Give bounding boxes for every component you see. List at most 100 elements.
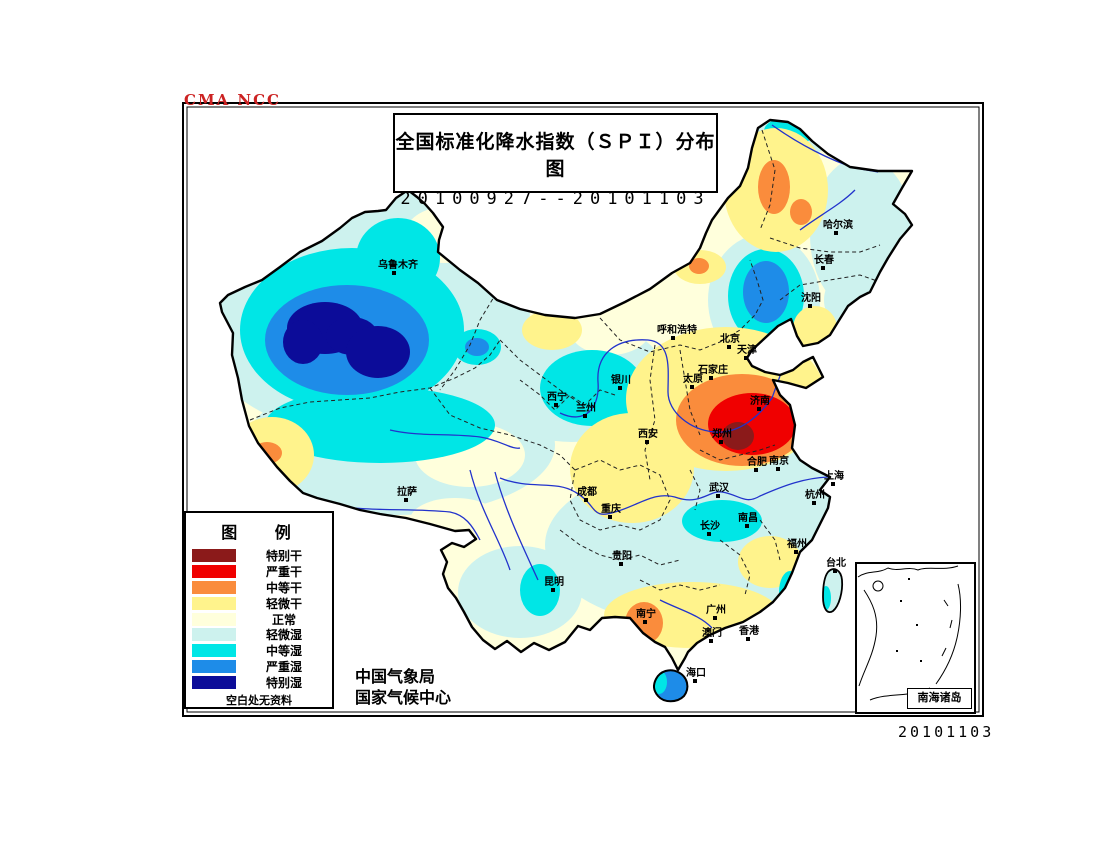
city-marker <box>643 620 647 624</box>
city-label-长沙: 长沙 <box>700 522 720 536</box>
city-label-石家庄: 石家庄 <box>698 366 728 380</box>
city-label-合肥: 合肥 <box>747 458 767 472</box>
legend-item: 特别湿 <box>186 674 332 690</box>
taiwan-island <box>822 568 844 613</box>
city-marker <box>584 498 588 502</box>
legend-swatch <box>192 596 236 610</box>
map-date-range: 20100927--20101103 <box>400 189 711 209</box>
city-marker <box>392 271 396 275</box>
legend-item: 轻微干 <box>186 595 332 611</box>
city-marker <box>808 304 812 308</box>
city-label-杭州: 杭州 <box>805 491 825 505</box>
map-title: 全国标准化降水指数（ＳＰＩ）分布图 <box>395 131 716 180</box>
city-label-上海: 上海 <box>824 472 844 486</box>
city-marker <box>831 482 835 486</box>
footer-date: 20101103 <box>898 723 995 741</box>
city-label-重庆: 重庆 <box>601 505 621 519</box>
legend-label: 严重湿 <box>265 659 302 674</box>
legend-label: 特别湿 <box>265 675 302 690</box>
map-frame <box>182 102 984 717</box>
legend-swatch <box>192 628 236 642</box>
legend-title: 图 例 <box>221 523 307 542</box>
city-label-兰州: 兰州 <box>576 404 596 418</box>
legend-swatch <box>192 612 236 626</box>
credits: 中国气象局 国家气候中心 <box>355 666 451 708</box>
city-label-乌鲁木齐: 乌鲁木齐 <box>378 261 418 275</box>
legend: 图 例 特别干 严重干 中等干 轻微干 正常 轻微湿 中等湿 严重湿 特别湿 空白处无资料 <box>184 511 334 709</box>
city-marker <box>754 468 758 472</box>
legend-item: 轻微湿 <box>186 627 332 643</box>
city-label-郑州: 郑州 <box>712 430 732 444</box>
legend-rows: 特别干 严重干 中等干 轻微干 正常 轻微湿 中等湿 严重湿 特别湿 <box>186 548 332 690</box>
legend-no-data-note: 空白处无资料 <box>226 694 292 708</box>
city-marker <box>821 266 825 270</box>
legend-swatch <box>192 675 236 689</box>
city-label-西宁: 西宁 <box>547 393 567 407</box>
city-label-西安: 西安 <box>638 430 658 444</box>
city-marker <box>833 231 838 235</box>
city-label-香港: 香港 <box>739 627 759 641</box>
rivers <box>329 124 879 629</box>
city-marker <box>554 403 558 407</box>
legend-label: 轻微干 <box>265 596 302 611</box>
city-marker <box>645 440 649 444</box>
city-marker <box>833 569 837 573</box>
legend-label: 中等干 <box>265 581 302 595</box>
city-label-成都: 成都 <box>577 488 597 502</box>
city-label-拉萨: 拉萨 <box>397 488 417 502</box>
legend-label: 特别干 <box>265 549 302 564</box>
city-label-昆明: 昆明 <box>544 578 564 592</box>
city-label-台北: 台北 <box>826 559 846 573</box>
city-marker <box>708 376 713 380</box>
city-label-澳门: 澳门 <box>702 629 722 643</box>
city-label-天津: 天津 <box>737 346 757 360</box>
city-marker <box>812 501 816 505</box>
city-label-武汉: 武汉 <box>709 484 729 498</box>
city-label-济南: 济南 <box>750 397 770 411</box>
city-label-呼和浩特: 呼和浩特 <box>657 326 697 340</box>
city-label-沈阳: 沈阳 <box>801 294 821 308</box>
legend-item: 严重湿 <box>186 659 332 675</box>
city-label-银川: 银川 <box>611 376 631 390</box>
city-marker <box>727 345 731 349</box>
city-marker <box>757 407 761 411</box>
legend-swatch <box>192 644 236 658</box>
city-marker <box>746 637 750 641</box>
legend-label: 轻微湿 <box>265 628 302 643</box>
city-marker <box>619 562 623 566</box>
city-label-贵阳: 贵阳 <box>612 552 632 566</box>
credit-line-1: 中国气象局 <box>355 667 436 686</box>
legend-swatch <box>192 659 236 673</box>
inset-label: 南海诸岛 <box>907 688 972 709</box>
city-label-北京: 北京 <box>720 335 740 349</box>
legend-label: 中等湿 <box>265 644 302 659</box>
city-marker <box>709 639 713 643</box>
city-marker <box>745 524 749 528</box>
city-marker <box>583 414 587 418</box>
city-marker <box>693 679 697 683</box>
legend-item: 中等湿 <box>186 643 332 659</box>
legend-swatch <box>192 580 236 594</box>
city-label-南昌: 南昌 <box>738 514 758 528</box>
legend-label: 严重干 <box>265 565 302 580</box>
agency-watermark: CMA NCC <box>184 91 281 109</box>
city-marker <box>690 385 694 389</box>
city-marker <box>719 440 723 444</box>
legend-item: 特别干 <box>186 548 332 564</box>
city-label-哈尔滨: 哈尔滨 <box>823 221 853 235</box>
legend-item: 正常 <box>186 611 332 627</box>
legend-label: 正常 <box>271 612 296 627</box>
legend-item: 中等干 <box>186 580 332 596</box>
city-marker <box>618 386 622 390</box>
city-marker <box>716 494 720 498</box>
city-marker <box>608 515 612 519</box>
city-marker <box>776 467 780 471</box>
legend-item: 严重干 <box>186 564 332 580</box>
city-label-太原: 太原 <box>683 375 703 389</box>
city-marker <box>671 336 675 340</box>
city-label-海口: 海口 <box>686 669 706 683</box>
city-label-南宁: 南宁 <box>636 610 656 624</box>
city-marker <box>551 588 555 592</box>
